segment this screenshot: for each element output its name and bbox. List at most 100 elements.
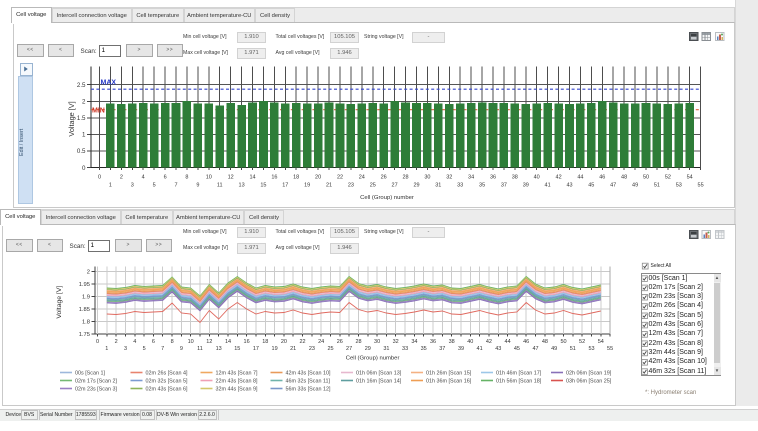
- svg-text:22m 43s [Scan 8]: 22m 43s [Scan 8]: [216, 379, 258, 385]
- svg-text:1.9: 1.9: [82, 295, 90, 301]
- svg-text:34: 34: [468, 175, 474, 181]
- svg-text:42: 42: [486, 339, 492, 345]
- svg-text:9: 9: [180, 346, 183, 352]
- svg-text:41: 41: [545, 183, 551, 189]
- svg-text:27: 27: [392, 183, 398, 189]
- svg-text:26: 26: [337, 339, 343, 345]
- svg-text:48: 48: [542, 339, 548, 345]
- svg-text:5: 5: [143, 346, 146, 352]
- svg-text:1.75: 1.75: [79, 332, 90, 338]
- svg-text:54: 54: [598, 339, 604, 345]
- svg-text:51: 51: [570, 346, 576, 352]
- svg-text:02m 32s [Scan 5]: 02m 32s [Scan 5]: [146, 379, 188, 385]
- svg-text:32m 44s [Scan 9]: 32m 44s [Scan 9]: [216, 387, 258, 393]
- svg-text:7: 7: [161, 346, 164, 352]
- svg-text:25: 25: [327, 346, 333, 352]
- svg-text:15: 15: [234, 346, 240, 352]
- svg-text:MIN: MIN: [92, 107, 105, 114]
- svg-text:27: 27: [346, 346, 352, 352]
- svg-text:16: 16: [244, 339, 250, 345]
- svg-text:52: 52: [665, 175, 671, 181]
- svg-text:17: 17: [282, 183, 288, 189]
- svg-text:16: 16: [271, 175, 277, 181]
- svg-text:8: 8: [171, 339, 174, 345]
- svg-text:37: 37: [439, 346, 445, 352]
- svg-text:20: 20: [315, 175, 321, 181]
- svg-text:33: 33: [457, 183, 463, 189]
- svg-text:Voltage [V]: Voltage [V]: [56, 286, 63, 319]
- svg-text:3: 3: [131, 183, 134, 189]
- svg-text:6: 6: [152, 339, 155, 345]
- svg-text:10: 10: [206, 175, 212, 181]
- svg-text:39: 39: [458, 346, 464, 352]
- svg-text:23: 23: [309, 346, 315, 352]
- svg-text:9: 9: [196, 183, 199, 189]
- svg-text:35: 35: [479, 183, 485, 189]
- svg-text:56m 33s [Scan 12]: 56m 33s [Scan 12]: [286, 387, 331, 393]
- svg-text:14: 14: [225, 339, 231, 345]
- svg-text:10: 10: [188, 339, 194, 345]
- svg-text:38: 38: [449, 339, 455, 345]
- svg-text:40: 40: [467, 339, 473, 345]
- svg-text:43: 43: [566, 183, 572, 189]
- svg-text:46: 46: [523, 339, 529, 345]
- svg-text:22: 22: [337, 175, 343, 181]
- svg-text:53: 53: [676, 183, 682, 189]
- svg-text:51: 51: [654, 183, 660, 189]
- svg-text:24: 24: [318, 339, 324, 345]
- svg-text:39: 39: [523, 183, 529, 189]
- svg-text:29: 29: [413, 183, 419, 189]
- svg-text:45: 45: [514, 346, 520, 352]
- svg-text:0.5: 0.5: [77, 148, 86, 155]
- svg-text:01h 26m [Scan 15]: 01h 26m [Scan 15]: [426, 371, 472, 377]
- svg-text:29: 29: [365, 346, 371, 352]
- svg-text:52: 52: [579, 339, 585, 345]
- svg-text:21: 21: [290, 346, 296, 352]
- svg-text:Cell (Group) number: Cell (Group) number: [346, 355, 400, 361]
- svg-text:8: 8: [185, 175, 188, 181]
- svg-text:01h 56m [Scan 18]: 01h 56m [Scan 18]: [496, 379, 542, 385]
- svg-text:33: 33: [402, 346, 408, 352]
- svg-text:23: 23: [348, 183, 354, 189]
- svg-text:50: 50: [643, 175, 649, 181]
- svg-text:35: 35: [421, 346, 427, 352]
- svg-text:55: 55: [698, 183, 704, 189]
- svg-text:01h 06m [Scan 13]: 01h 06m [Scan 13]: [356, 371, 402, 377]
- svg-text:12: 12: [206, 339, 212, 345]
- svg-text:1: 1: [82, 132, 86, 139]
- svg-text:12: 12: [228, 175, 234, 181]
- svg-text:02m 43s [Scan 6]: 02m 43s [Scan 6]: [146, 387, 188, 393]
- svg-text:49: 49: [551, 346, 557, 352]
- svg-text:31: 31: [383, 346, 389, 352]
- svg-text:2: 2: [87, 270, 90, 276]
- svg-text:55: 55: [607, 346, 613, 352]
- svg-text:13: 13: [216, 346, 222, 352]
- svg-text:49: 49: [632, 183, 638, 189]
- svg-text:54: 54: [687, 175, 693, 181]
- svg-text:30: 30: [374, 339, 380, 345]
- svg-text:0: 0: [82, 165, 86, 172]
- svg-text:1: 1: [109, 183, 112, 189]
- svg-text:50: 50: [560, 339, 566, 345]
- svg-text:13: 13: [239, 183, 245, 189]
- svg-text:7: 7: [174, 183, 177, 189]
- svg-text:18: 18: [293, 175, 299, 181]
- svg-text:2.5: 2.5: [77, 82, 86, 89]
- svg-text:28: 28: [402, 175, 408, 181]
- svg-text:31: 31: [435, 183, 441, 189]
- svg-text:6: 6: [164, 175, 167, 181]
- svg-text:2: 2: [82, 99, 86, 106]
- svg-text:18: 18: [262, 339, 268, 345]
- svg-text:1.8: 1.8: [82, 320, 90, 326]
- svg-text:24: 24: [359, 175, 365, 181]
- svg-text:37: 37: [501, 183, 507, 189]
- svg-text:44: 44: [577, 175, 583, 181]
- svg-text:25: 25: [370, 183, 376, 189]
- svg-text:21: 21: [326, 183, 332, 189]
- svg-text:32: 32: [446, 175, 452, 181]
- svg-text:11: 11: [217, 183, 223, 189]
- svg-text:00s [Scan 1]: 00s [Scan 1]: [75, 371, 105, 377]
- svg-text:30: 30: [424, 175, 430, 181]
- svg-text:22: 22: [299, 339, 305, 345]
- svg-text:Voltage [V]: Voltage [V]: [67, 101, 76, 136]
